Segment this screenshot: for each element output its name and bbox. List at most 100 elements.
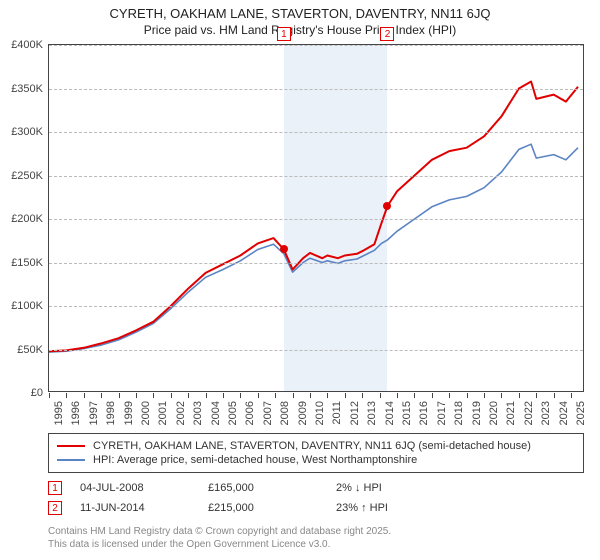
- y-tick-label: £400K: [0, 39, 43, 51]
- x-tick-label: 2011: [331, 401, 343, 425]
- x-tick-mark: [136, 393, 137, 398]
- marker-badge: 2: [380, 27, 394, 41]
- gridline: [49, 350, 583, 351]
- x-tick-mark: [397, 393, 398, 398]
- x-tick-label: 2025: [575, 401, 587, 425]
- marker-dot: [280, 245, 288, 253]
- legend: CYRETH, OAKHAM LANE, STAVERTON, DAVENTRY…: [48, 433, 584, 473]
- x-tick-label: 2024: [558, 401, 570, 425]
- gridline: [49, 219, 583, 220]
- titles: CYRETH, OAKHAM LANE, STAVERTON, DAVENTRY…: [0, 0, 600, 37]
- chart-title: CYRETH, OAKHAM LANE, STAVERTON, DAVENTRY…: [0, 6, 600, 21]
- x-tick-mark: [119, 393, 120, 398]
- gridline: [49, 45, 583, 46]
- legend-swatch: [57, 445, 85, 447]
- x-tick-mark: [327, 393, 328, 398]
- x-tick-mark: [536, 393, 537, 398]
- x-tick-mark: [467, 393, 468, 398]
- x-tick-label: 2000: [140, 401, 152, 425]
- x-tick-mark: [554, 393, 555, 398]
- y-tick-label: £50K: [0, 344, 43, 356]
- y-tick-label: £300K: [0, 126, 43, 138]
- legend-row: CYRETH, OAKHAM LANE, STAVERTON, DAVENTRY…: [57, 440, 575, 452]
- gridline: [49, 176, 583, 177]
- y-tick-label: £100K: [0, 300, 43, 312]
- x-tick-mark: [84, 393, 85, 398]
- x-tick-label: 2013: [366, 401, 378, 425]
- x-tick-label: 2017: [436, 401, 448, 425]
- x-tick-label: 2007: [262, 401, 274, 425]
- x-tick-mark: [501, 393, 502, 398]
- sale-date: 04-JUL-2008: [80, 482, 190, 494]
- x-tick-label: 1998: [105, 401, 117, 425]
- x-tick-mark: [171, 393, 172, 398]
- x-tick-label: 2022: [523, 401, 535, 425]
- sale-delta: 23% ↑ HPI: [336, 502, 446, 514]
- chart-subtitle: Price paid vs. HM Land Registry's House …: [0, 23, 600, 37]
- sale-delta: 2% ↓ HPI: [336, 482, 446, 494]
- x-tick-label: 2006: [244, 401, 256, 425]
- table-row: 1 04-JUL-2008 £165,000 2% ↓ HPI: [48, 481, 584, 495]
- x-tick-label: 2018: [453, 401, 465, 425]
- y-tick-label: £350K: [0, 83, 43, 95]
- x-tick-mark: [188, 393, 189, 398]
- x-tick-mark: [432, 393, 433, 398]
- x-tick-label: 2021: [505, 401, 517, 425]
- marker-badge: 1: [277, 27, 291, 41]
- x-tick-label: 2009: [297, 401, 309, 425]
- x-tick-label: 2008: [279, 401, 291, 425]
- legend-label: CYRETH, OAKHAM LANE, STAVERTON, DAVENTRY…: [93, 440, 531, 452]
- table-row: 2 11-JUN-2014 £215,000 23% ↑ HPI: [48, 501, 584, 515]
- x-tick-label: 2012: [349, 401, 361, 425]
- x-tick-mark: [519, 393, 520, 398]
- x-tick-label: 2015: [401, 401, 413, 425]
- chart-container: CYRETH, OAKHAM LANE, STAVERTON, DAVENTRY…: [0, 0, 600, 560]
- x-tick-label: 2023: [540, 401, 552, 425]
- y-tick-label: £200K: [0, 213, 43, 225]
- x-tick-label: 2020: [488, 401, 500, 425]
- x-tick-label: 1995: [53, 401, 65, 425]
- x-tick-mark: [49, 393, 50, 398]
- y-tick-label: £250K: [0, 170, 43, 182]
- x-tick-label: 2002: [175, 401, 187, 425]
- x-tick-label: 2004: [210, 401, 222, 425]
- x-tick-mark: [449, 393, 450, 398]
- x-tick-mark: [101, 393, 102, 398]
- x-tick-mark: [484, 393, 485, 398]
- x-tick-label: 2005: [227, 401, 239, 425]
- x-tick-mark: [571, 393, 572, 398]
- x-tick-mark: [240, 393, 241, 398]
- x-tick-label: 2019: [471, 401, 483, 425]
- y-tick-label: £150K: [0, 257, 43, 269]
- plot-area: £0£50K£100K£150K£200K£250K£300K£350K£400…: [48, 44, 584, 392]
- x-tick-label: 1997: [88, 401, 100, 425]
- gridline: [49, 89, 583, 90]
- gridline: [49, 263, 583, 264]
- x-tick-label: 2010: [314, 401, 326, 425]
- sale-price: £215,000: [208, 502, 318, 514]
- x-tick-label: 2016: [418, 401, 430, 425]
- footer-line: Contains HM Land Registry data © Crown c…: [48, 526, 584, 539]
- sales-table: 1 04-JUL-2008 £165,000 2% ↓ HPI 2 11-JUN…: [48, 478, 584, 521]
- legend-swatch: [57, 459, 85, 461]
- x-tick-mark: [414, 393, 415, 398]
- x-tick-mark: [380, 393, 381, 398]
- sale-date: 11-JUN-2014: [80, 502, 190, 514]
- gridline: [49, 306, 583, 307]
- x-tick-mark: [345, 393, 346, 398]
- gridline: [49, 132, 583, 133]
- x-tick-mark: [206, 393, 207, 398]
- y-tick-label: £0: [0, 387, 43, 399]
- sale-price: £165,000: [208, 482, 318, 494]
- footer-line: This data is licensed under the Open Gov…: [48, 539, 584, 552]
- x-tick-mark: [293, 393, 294, 398]
- legend-label: HPI: Average price, semi-detached house,…: [93, 454, 417, 466]
- marker-badge: 1: [48, 481, 62, 495]
- x-tick-mark: [223, 393, 224, 398]
- x-tick-label: 1996: [70, 401, 82, 425]
- footer: Contains HM Land Registry data © Crown c…: [48, 526, 584, 551]
- x-tick-mark: [362, 393, 363, 398]
- x-tick-mark: [275, 393, 276, 398]
- x-tick-mark: [310, 393, 311, 398]
- x-tick-label: 2014: [384, 401, 396, 425]
